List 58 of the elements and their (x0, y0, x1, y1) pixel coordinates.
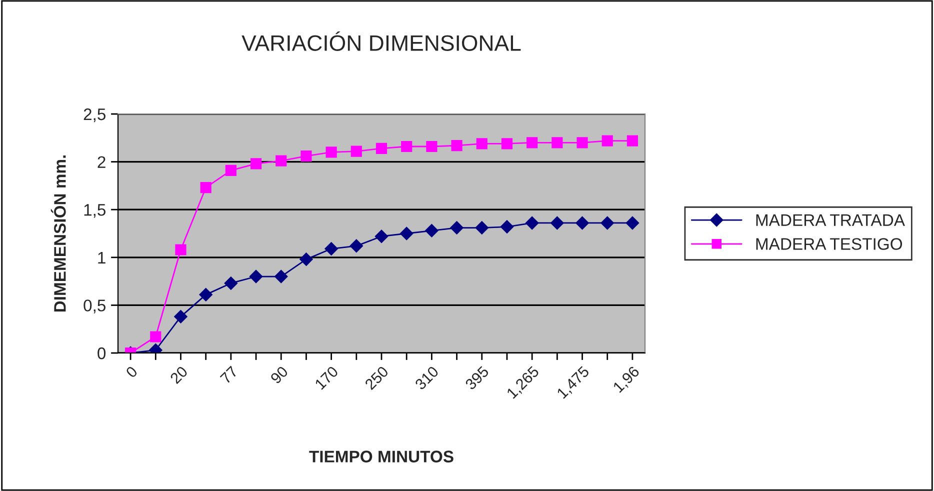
y-axis-title: DIMEMENSIÓN mm. (50, 155, 66, 312)
y-tick-label: 1,5 (84, 204, 106, 218)
point (274, 270, 288, 284)
point (225, 164, 236, 176)
point (525, 216, 539, 230)
point (475, 221, 488, 234)
point (626, 216, 640, 230)
x-tick-label: 250 (364, 366, 390, 390)
y-tick-label: 2 (98, 156, 106, 168)
point (174, 310, 188, 324)
point (276, 155, 287, 166)
point (600, 216, 614, 230)
point (501, 138, 513, 150)
point (249, 270, 263, 284)
y-tick-label: 0,5 (84, 300, 106, 314)
point (576, 137, 588, 148)
point (500, 220, 514, 234)
point (324, 242, 338, 256)
y-tick-label: 2,5 (84, 108, 106, 122)
y-tick-label: 0 (98, 347, 106, 360)
point (425, 224, 438, 238)
point (376, 142, 388, 154)
point (476, 138, 488, 150)
point (326, 146, 337, 158)
x-tick-label: 20 (170, 366, 188, 384)
point (602, 135, 613, 146)
point (550, 216, 564, 230)
point (200, 182, 212, 194)
x-tick-label: 395 (464, 366, 490, 390)
point (426, 140, 438, 152)
x-tick-label: 170 (314, 366, 339, 390)
point (626, 135, 638, 146)
point (300, 252, 313, 266)
point (350, 146, 362, 157)
point (526, 137, 538, 148)
point (224, 276, 238, 290)
point (350, 239, 363, 253)
point (401, 140, 412, 152)
legend-label: MADERA TRATADA (756, 214, 905, 226)
x-tick-label: 310 (414, 366, 440, 390)
y-tick-label: 1 (98, 252, 106, 264)
point (576, 216, 589, 230)
x-axis-title: TIEMPO MINUTOS (309, 450, 454, 462)
point (450, 221, 464, 234)
point (199, 288, 212, 302)
point (150, 331, 162, 342)
x-tick-label: 77 (220, 366, 238, 384)
point (374, 230, 388, 243)
point (400, 226, 414, 240)
x-tick-label: 90 (270, 366, 289, 384)
legend-label: MADERA TESTIGO (756, 238, 902, 250)
point (552, 137, 563, 148)
point (300, 150, 312, 162)
chart-title: VARIACIÓN DIMENSIONAL (242, 31, 521, 51)
point (451, 140, 462, 152)
x-tick-label: 0 (125, 366, 138, 378)
point (250, 158, 262, 170)
point (175, 244, 186, 256)
